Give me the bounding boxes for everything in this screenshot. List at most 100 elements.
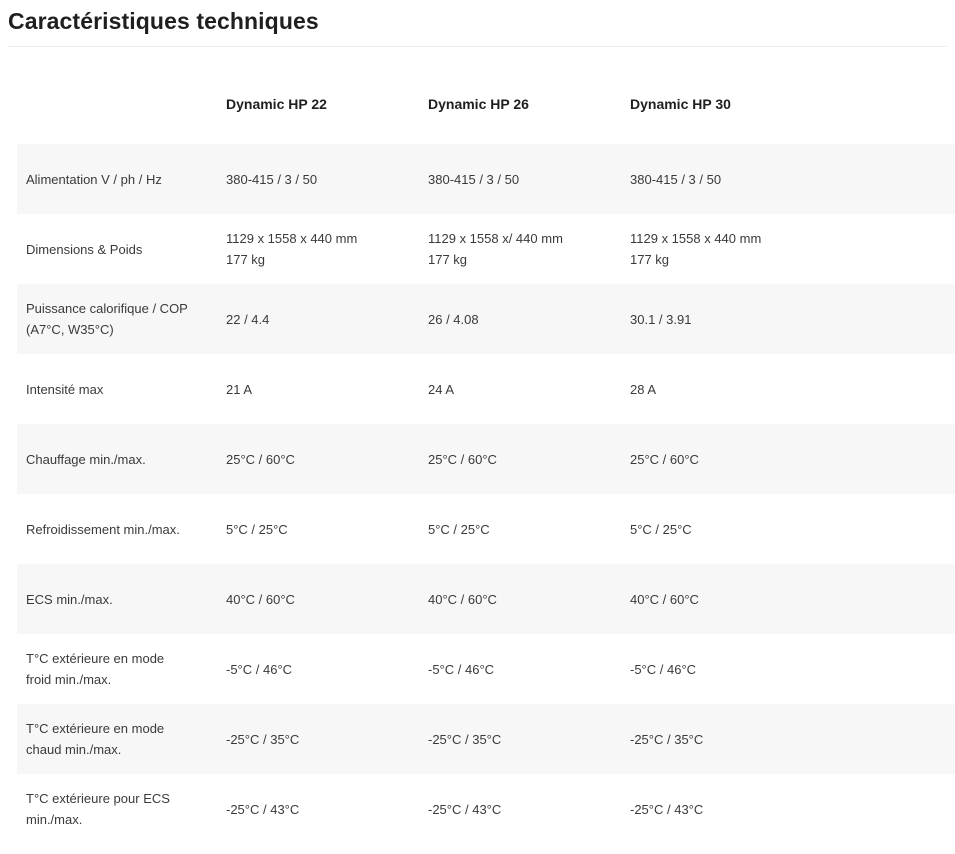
row-value-cell: -5°C / 46°C bbox=[217, 634, 419, 704]
row-value-cell: 1129 x 1558 x 440 mm 177 kg bbox=[621, 214, 955, 284]
row-value-cell: 5°C / 25°C bbox=[621, 494, 955, 564]
row-value-text: 21 A bbox=[226, 381, 253, 397]
row-value-text: -25°C / 35°C bbox=[226, 731, 300, 747]
row-value-text: -25°C / 35°C bbox=[428, 731, 502, 747]
table-row: T°C extérieure pour ECS min./max. -25°C / … bbox=[17, 774, 955, 844]
row-value-cell: 380-415 / 3 / 50 bbox=[419, 144, 621, 214]
row-value-cell: 25°C / 60°C bbox=[419, 424, 621, 494]
row-value-text: 5°C / 25°C bbox=[428, 521, 490, 537]
row-value-cell: 1129 x 1558 x 440 mm 177 kg bbox=[217, 214, 419, 284]
row-label-text: T°C extérieure en mode bbox=[26, 651, 165, 666]
row-label-text: Chauffage min./max. bbox=[26, 451, 146, 467]
row-value-text: 5°C / 25°C bbox=[226, 521, 288, 537]
row-value-cell: -25°C / 43°C bbox=[217, 774, 419, 844]
row-label-text: Alimentation V / ph / Hz bbox=[26, 171, 162, 187]
row-value-text: -5°C / 46°C bbox=[428, 661, 495, 677]
specs-table-body: Alimentation V / ph / Hz 380-415 / 3 / 50… bbox=[17, 144, 955, 844]
row-label-cell: Intensité max bbox=[17, 354, 217, 424]
header-model-hp26: Dynamic HP 26 bbox=[428, 95, 529, 112]
row-value-cell: 25°C / 60°C bbox=[621, 424, 955, 494]
row-label-text: froid min./max. bbox=[26, 672, 112, 687]
row-value-cell: 25°C / 60°C bbox=[217, 424, 419, 494]
table-row: Dimensions & Poids 1129 x 1558 x 440 mm 17… bbox=[17, 214, 955, 284]
row-value-cell: 26 / 4.08 bbox=[419, 284, 621, 354]
row-label-text: min./max. bbox=[26, 812, 83, 827]
row-value-cell: 22 / 4.4 bbox=[217, 284, 419, 354]
row-label-cell: Refroidissement min./max. bbox=[17, 494, 217, 564]
row-value-text: 380-415 / 3 / 50 bbox=[226, 171, 318, 187]
table-row: Intensité max 21 A 24 A 28 A bbox=[17, 354, 955, 424]
row-label-text: Intensité max bbox=[26, 381, 104, 397]
row-value-text: 177 kg bbox=[428, 252, 468, 267]
row-label-cell: Dimensions & Poids bbox=[17, 214, 217, 284]
row-label-text: ECS min./max. bbox=[26, 591, 113, 607]
row-value-cell: 40°C / 60°C bbox=[621, 564, 955, 634]
row-value-text: 380-415 / 3 / 50 bbox=[428, 171, 520, 187]
row-value-text: -5°C / 46°C bbox=[630, 661, 697, 677]
row-value-text: 1129 x 1558 x 440 mm bbox=[226, 231, 358, 246]
row-label-text: Puissance calorifique / COP bbox=[26, 301, 188, 316]
row-value-text: -5°C / 46°C bbox=[226, 661, 293, 677]
row-value-cell: -5°C / 46°C bbox=[419, 634, 621, 704]
header-model-hp30: Dynamic HP 30 bbox=[630, 95, 731, 112]
row-value-text: -25°C / 43°C bbox=[226, 801, 300, 817]
row-label-text: T°C extérieure pour ECS bbox=[26, 791, 170, 806]
row-value-text: 26 / 4.08 bbox=[428, 311, 479, 327]
title-divider bbox=[8, 46, 947, 47]
row-value-text: 177 kg bbox=[630, 252, 670, 267]
row-value-text: 28 A bbox=[630, 381, 657, 397]
row-label-cell: Chauffage min./max. bbox=[17, 424, 217, 494]
row-value-text: -25°C / 35°C bbox=[630, 731, 704, 747]
table-row: Alimentation V / ph / Hz 380-415 / 3 / 50… bbox=[17, 144, 955, 214]
row-value-cell: -25°C / 43°C bbox=[419, 774, 621, 844]
row-value-cell: 40°C / 60°C bbox=[217, 564, 419, 634]
row-value-cell: 30.1 / 3.91 bbox=[621, 284, 955, 354]
row-value-cell: -5°C / 46°C bbox=[621, 634, 955, 704]
row-value-text: 40°C / 60°C bbox=[226, 591, 295, 607]
table-row: T°C extérieure en mode chaud min./max. -25… bbox=[17, 704, 955, 774]
row-value-text: 1129 x 1558 x 440 mm bbox=[630, 231, 762, 246]
row-value-text: 25°C / 60°C bbox=[428, 451, 497, 467]
row-value-cell: -25°C / 43°C bbox=[621, 774, 955, 844]
table-row: Refroidissement min./max. 5°C / 25°C 5°C /… bbox=[17, 494, 955, 564]
row-value-cell: 5°C / 25°C bbox=[419, 494, 621, 564]
row-value-text: 177 kg bbox=[226, 252, 266, 267]
row-value-text: 30.1 / 3.91 bbox=[630, 311, 692, 327]
table-row: ECS min./max. 40°C / 60°C 40°C / 60°C 40°C … bbox=[17, 564, 955, 634]
row-value-cell: 380-415 / 3 / 50 bbox=[217, 144, 419, 214]
row-value-text: 40°C / 60°C bbox=[428, 591, 497, 607]
row-label-cell: T°C extérieure en mode froid min./max. bbox=[17, 634, 217, 704]
row-label-cell: T°C extérieure pour ECS min./max. bbox=[17, 774, 217, 844]
row-label-text: Dimensions & Poids bbox=[26, 241, 143, 257]
table-row: T°C extérieure en mode froid min./max. -5°… bbox=[17, 634, 955, 704]
row-value-text: -25°C / 43°C bbox=[428, 801, 502, 817]
row-value-cell: 40°C / 60°C bbox=[419, 564, 621, 634]
row-label-text: T°C extérieure en mode bbox=[26, 721, 165, 736]
row-value-text: 22 / 4.4 bbox=[226, 311, 270, 327]
row-value-text: 380-415 / 3 / 50 bbox=[630, 171, 722, 187]
page-title: Caractéristiques techniques bbox=[8, 8, 319, 34]
specs-table: Dynamic HP 22 Dynamic HP 26 Dynamic HP 3… bbox=[17, 64, 955, 844]
table-header-row: Dynamic HP 22 Dynamic HP 26 Dynamic HP 3… bbox=[17, 64, 955, 144]
row-value-cell: 24 A bbox=[419, 354, 621, 424]
header-empty-cell bbox=[17, 64, 217, 144]
row-value-cell: 380-415 / 3 / 50 bbox=[621, 144, 955, 214]
row-value-text: 5°C / 25°C bbox=[630, 521, 692, 537]
row-value-cell: -25°C / 35°C bbox=[419, 704, 621, 774]
row-label-cell: Puissance calorifique / COP (A7°C, W35°C) bbox=[17, 284, 217, 354]
row-value-cell: -25°C / 35°C bbox=[217, 704, 419, 774]
row-value-cell: 5°C / 25°C bbox=[217, 494, 419, 564]
row-value-text: 24 A bbox=[428, 381, 455, 397]
row-value-text: 1129 x 1558 x/ 440 mm bbox=[428, 231, 563, 246]
row-value-cell: 21 A bbox=[217, 354, 419, 424]
row-label-text: Refroidissement min./max. bbox=[26, 521, 180, 537]
row-label-cell: Alimentation V / ph / Hz bbox=[17, 144, 217, 214]
table-row: Puissance calorifique / COP (A7°C, W35°C)… bbox=[17, 284, 955, 354]
row-label-cell: ECS min./max. bbox=[17, 564, 217, 634]
header-model-hp22: Dynamic HP 22 bbox=[226, 95, 327, 112]
row-value-text: 25°C / 60°C bbox=[630, 451, 699, 467]
row-label-cell: T°C extérieure en mode chaud min./max. bbox=[17, 704, 217, 774]
table-row: Chauffage min./max. 25°C / 60°C 25°C / 60°… bbox=[17, 424, 955, 494]
row-value-cell: 28 A bbox=[621, 354, 955, 424]
row-value-text: 25°C / 60°C bbox=[226, 451, 295, 467]
